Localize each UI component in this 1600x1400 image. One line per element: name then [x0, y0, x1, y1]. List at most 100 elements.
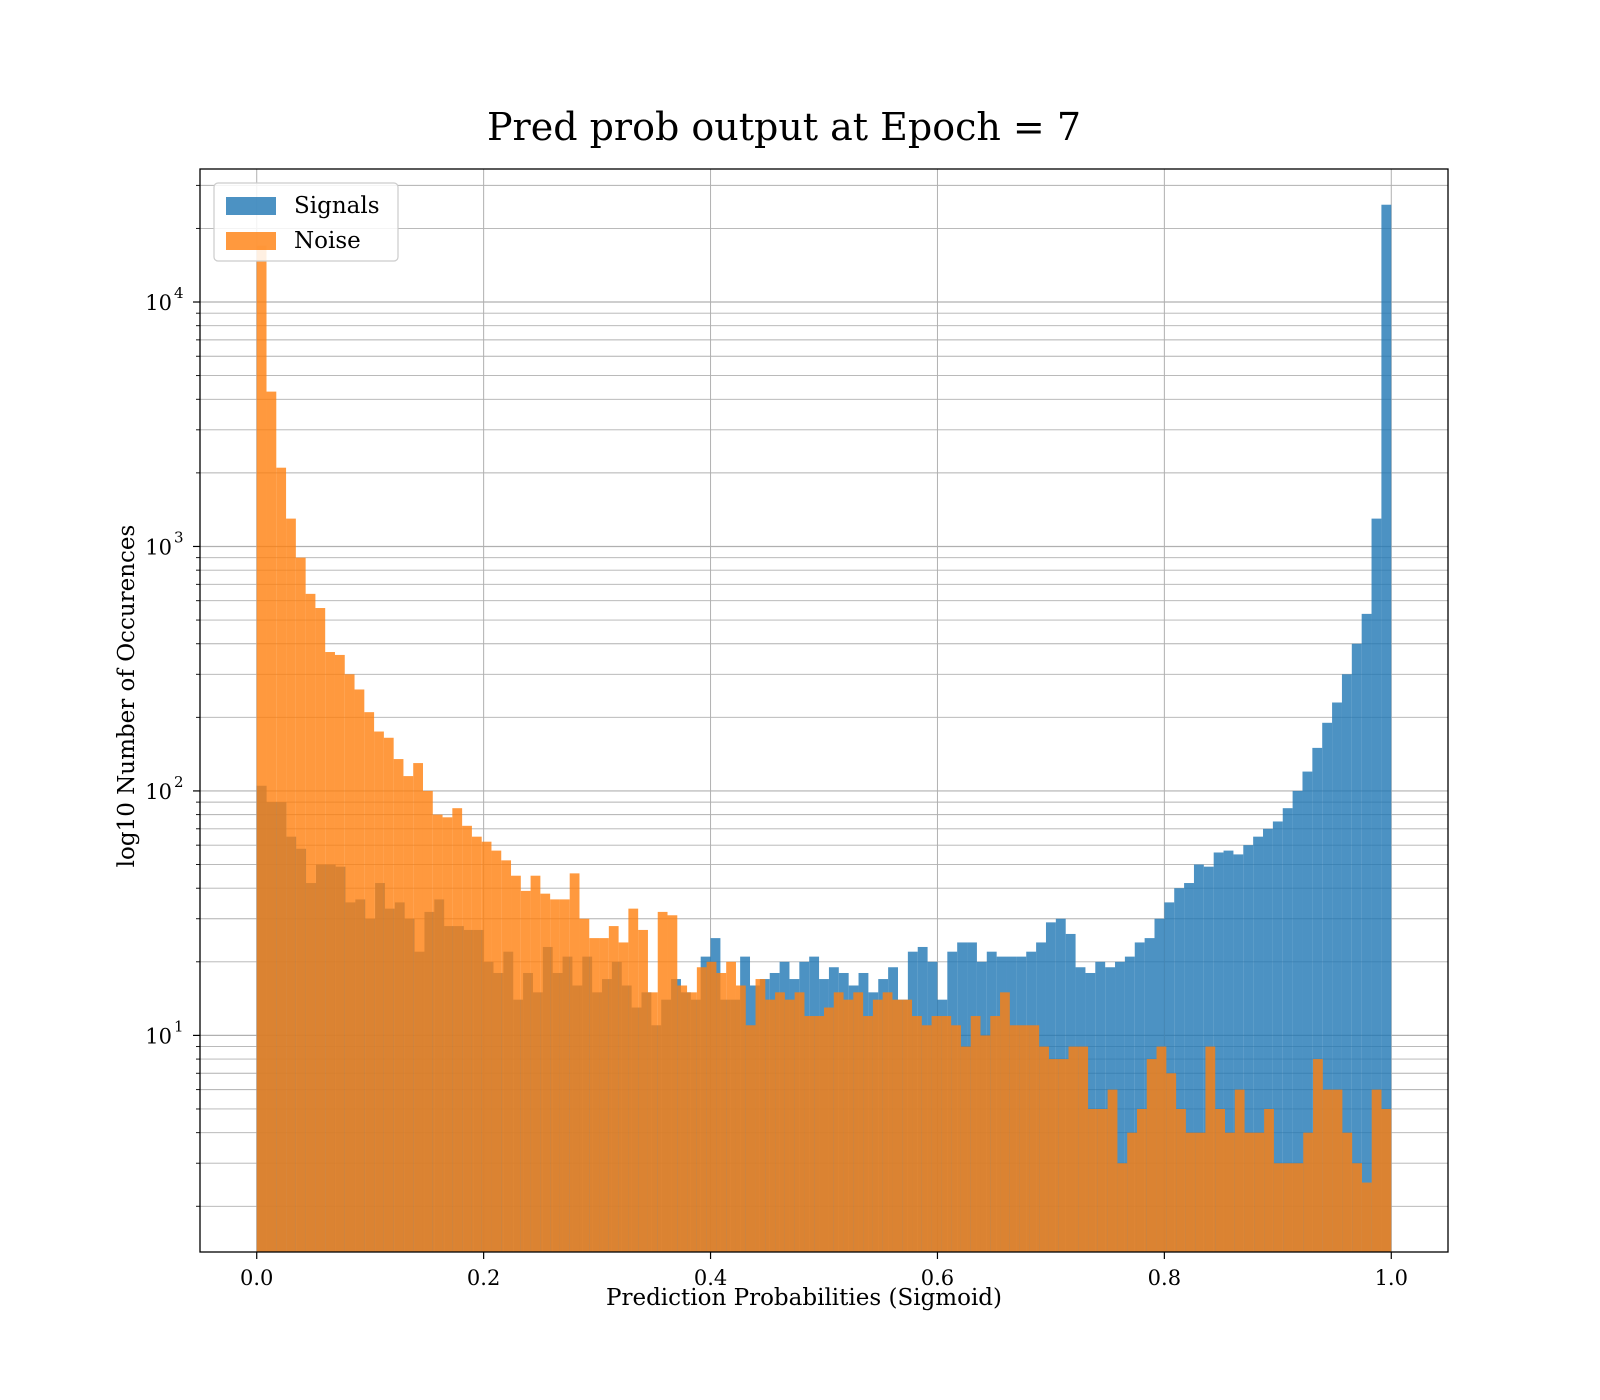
noise-bar: [315, 608, 326, 1252]
noise-bar: [540, 893, 551, 1252]
x-axis-label: Prediction Probabilities (Sigmoid): [606, 1285, 1002, 1311]
noise-bar: [1205, 1046, 1216, 1252]
noise-bar: [1185, 1132, 1196, 1252]
noise-bar: [344, 674, 355, 1252]
signals-bar: [1361, 613, 1372, 1252]
noise-legend-swatch: [226, 232, 276, 250]
y-tick-label: 10: [145, 291, 172, 315]
noise-bar: [1058, 1059, 1069, 1252]
noise-bar: [706, 961, 717, 1252]
signals-bar: [1213, 852, 1224, 1252]
y-tick-exponent: 2: [174, 773, 184, 791]
noise-bar: [589, 938, 600, 1252]
signals-bar: [1263, 828, 1273, 1252]
x-tick-label: 0.4: [694, 1266, 727, 1290]
noise-bar: [305, 593, 316, 1252]
noise-bar: [970, 1016, 981, 1252]
noise-bar: [638, 929, 648, 1252]
noise-bar: [511, 875, 521, 1252]
noise-bar: [530, 875, 541, 1252]
signals-bar: [1292, 790, 1303, 1252]
noise-bar: [1273, 1163, 1284, 1252]
signals-bar: [1223, 850, 1234, 1252]
noise-bar: [1029, 1025, 1040, 1252]
noise-bar: [657, 911, 668, 1252]
noise-bar: [286, 518, 296, 1252]
noise-bar: [393, 759, 404, 1252]
noise-bar: [413, 763, 423, 1252]
noise-bar: [608, 926, 619, 1252]
noise-bar: [266, 391, 277, 1253]
noise-bar: [863, 1016, 873, 1252]
noise-bar: [1117, 1163, 1128, 1252]
axes-frame: [199, 168, 1449, 1253]
noise-bar: [618, 942, 629, 1252]
noise-bar: [980, 1035, 991, 1252]
noise-bar: [520, 890, 531, 1252]
noise-bar: [1019, 1025, 1030, 1252]
noise-bar: [1264, 1108, 1274, 1252]
noise-bar: [462, 825, 472, 1252]
signals-bar: [1134, 942, 1145, 1252]
noise-bar: [921, 1025, 932, 1252]
noise-bar: [1195, 1132, 1206, 1252]
noise-bar: [550, 899, 560, 1252]
signals-bar: [1312, 747, 1323, 1252]
noise-legend-label: Noise: [294, 228, 361, 254]
noise-bar: [1146, 1059, 1157, 1252]
noise-bar: [990, 1016, 1001, 1252]
noise-bar: [1088, 1108, 1098, 1252]
noise-bar: [432, 814, 443, 1252]
noise-bar: [1136, 1108, 1147, 1252]
noise-bar: [1068, 1046, 1079, 1252]
noise-bar: [559, 899, 570, 1252]
noise-bar: [1244, 1132, 1255, 1252]
noise-bar: [1048, 1059, 1059, 1252]
noise-bar: [403, 776, 414, 1252]
noise-bar: [334, 654, 345, 1252]
y-tick-exponent: 4: [174, 284, 184, 302]
noise-bar: [882, 992, 893, 1252]
noise-bar: [1313, 1059, 1323, 1252]
noise-bar: [628, 908, 639, 1252]
noise-bar: [295, 557, 306, 1252]
noise-bar: [814, 1016, 824, 1252]
y-tick-exponent: 3: [174, 528, 184, 546]
noise-bar: [1361, 1182, 1372, 1252]
noise-bar: [960, 1046, 971, 1252]
signals-bar: [1115, 961, 1125, 1252]
noise-bar: [1166, 1073, 1177, 1252]
noise-bar: [1234, 1089, 1245, 1252]
noise-bar: [667, 915, 678, 1252]
noise-bar: [1127, 1132, 1137, 1252]
noise-bar: [1381, 1108, 1392, 1252]
noise-bar: [745, 1025, 756, 1252]
noise-bar: [726, 961, 736, 1252]
plot-border: [199, 168, 1449, 1253]
noise-bar: [1078, 1046, 1089, 1252]
noise-bar: [1254, 1132, 1265, 1252]
noise-bar: [1322, 1089, 1333, 1252]
noise-bar: [1293, 1163, 1304, 1252]
y-tick-label: 10: [145, 535, 172, 559]
signals-bar: [1184, 883, 1194, 1252]
noise-bar: [755, 979, 766, 1252]
signals-bar: [1095, 961, 1106, 1252]
noise-bar: [1225, 1132, 1235, 1252]
noise-bar: [374, 731, 384, 1252]
noise-bar: [364, 712, 375, 1252]
noise-bar: [491, 850, 502, 1252]
x-axis: 0.0 0.2 0.4 0.6 0.8 1.0: [240, 1252, 1408, 1290]
noise-bar: [471, 836, 482, 1252]
noise-bar: [276, 467, 287, 1252]
y-tick-label: 10: [145, 780, 172, 804]
noise-bar: [1215, 1108, 1226, 1252]
legend: Signals Noise: [213, 182, 399, 262]
noise-bar: [1039, 1046, 1049, 1252]
signals-legend-label: Signals: [294, 193, 380, 219]
signals-bar: [1243, 845, 1254, 1252]
noise-bar: [569, 873, 580, 1252]
noise-bar: [647, 992, 658, 1252]
